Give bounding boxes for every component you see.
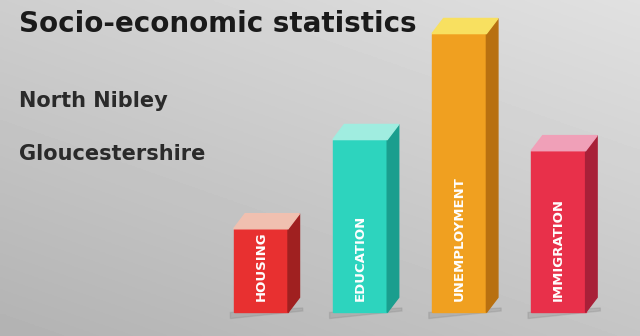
Polygon shape: [387, 124, 399, 312]
Polygon shape: [486, 18, 498, 312]
Text: Socio-economic statistics: Socio-economic statistics: [19, 10, 417, 38]
Text: UNEMPLOYMENT: UNEMPLOYMENT: [452, 176, 466, 301]
Polygon shape: [528, 308, 600, 319]
Polygon shape: [531, 151, 586, 312]
Polygon shape: [333, 124, 399, 139]
Polygon shape: [330, 308, 402, 319]
Polygon shape: [586, 136, 597, 312]
Polygon shape: [432, 18, 498, 34]
Text: Gloucestershire: Gloucestershire: [19, 144, 205, 165]
Text: HOUSING: HOUSING: [254, 231, 268, 301]
Polygon shape: [429, 308, 501, 319]
Polygon shape: [234, 229, 288, 312]
Polygon shape: [432, 34, 486, 312]
Polygon shape: [230, 308, 303, 319]
Polygon shape: [234, 214, 300, 229]
Text: IMMIGRATION: IMMIGRATION: [552, 198, 565, 301]
Polygon shape: [288, 214, 300, 312]
Text: EDUCATION: EDUCATION: [353, 214, 367, 301]
Polygon shape: [531, 136, 597, 151]
Polygon shape: [333, 139, 387, 312]
Text: North Nibley: North Nibley: [19, 91, 168, 111]
